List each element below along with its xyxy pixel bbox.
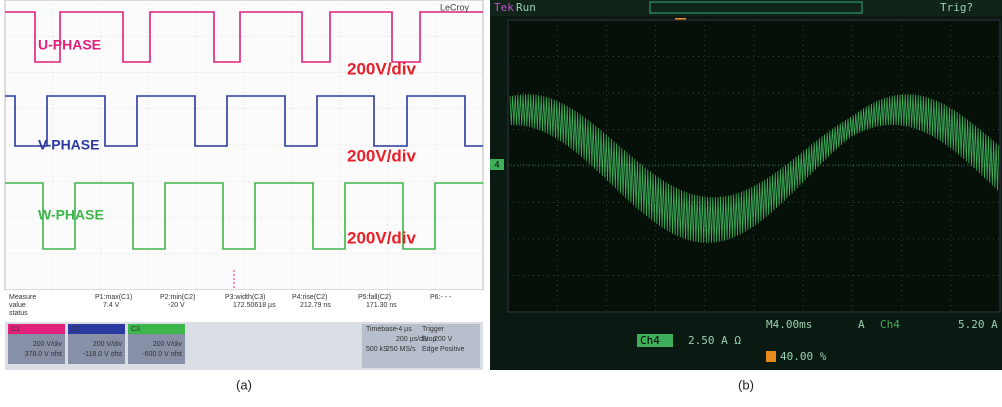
status-text: 250 MS/s [386,346,416,353]
channel-name: C2 [71,326,80,333]
trigger-pos-icon [766,351,776,362]
brand: Tek [494,1,514,14]
scale-label: 200V/div [347,146,417,165]
channel-scale: 200 V/div [93,341,123,348]
status-text: 500 kS [366,346,388,353]
measure-row-label: value [9,302,26,309]
measure-value: -20 V [168,302,185,309]
measure-header: P4:rise(C2) [292,294,327,301]
channel-scale: 200 V/div [153,341,183,348]
measure-value: 171.30 ns [366,302,397,309]
trigger-position: 40.00 % [780,350,827,363]
channel-offset: -118.0 V ofst [83,351,122,358]
measure-header: P5:fall(C2) [358,294,391,301]
trigger-prefix: A [858,318,865,331]
status-text: Trigger [422,326,445,333]
scale-label: 200V/div [347,59,417,78]
status-text: Edge [422,346,438,353]
channel-scale: 200 V/div [33,341,63,348]
figure: LeCroy U-PHASE V-PHASE W-PHASE 200V/div … [0,0,1002,402]
status-text: Stop [422,336,437,343]
trigger-channel: Ch4 [880,318,900,331]
timebase: M4.00ms [766,318,812,331]
panel-a: LeCroy U-PHASE V-PHASE W-PHASE 200V/div … [5,0,483,392]
phase-label: V-PHASE [38,137,99,153]
measure-header: P1:max(C1) [95,294,132,301]
measure-header: Measure [9,294,36,301]
scale-label: 200V/div [347,228,417,247]
channel-name: C3 [131,326,140,333]
channel-offset: -600.0 V ofst [142,351,182,358]
phase-label: W-PHASE [38,207,104,223]
phase-label: U-PHASE [38,37,101,53]
trigger-state: Trig? [940,1,973,14]
ground-marker: 4 [494,159,499,169]
measure-header: P2:min(C2) [160,294,195,301]
status-text: Timebase [366,326,397,333]
channel: Ch4 [640,334,660,347]
measure-value: 7.4 V [103,302,120,309]
caption: (b) [738,377,754,392]
panel-b: Tek Run Trig? 4 M4.00ms A Ch4 5.20 A Ch4… [490,0,1002,392]
run-state: Run [516,1,536,14]
brand: LeCroy [440,2,470,12]
measure-value: 212.79 ns [300,302,331,309]
measure-header: P3:width(C3) [225,294,265,301]
channel-name: C1 [11,326,20,333]
status-text: 200 V [434,336,453,343]
status-text: Positive [440,346,465,353]
measure-header: P6:- - - [430,294,452,301]
channel-offset: 378.0 V ofst [25,351,62,358]
trigger-level: 5.20 A [958,318,998,331]
channel-scale: 2.50 A Ω [688,334,741,347]
status-text: -4 µs [396,326,412,333]
caption: (a) [236,377,252,392]
measure-row-label: status [9,310,28,317]
measure-value: 172.50618 µs [233,302,276,309]
